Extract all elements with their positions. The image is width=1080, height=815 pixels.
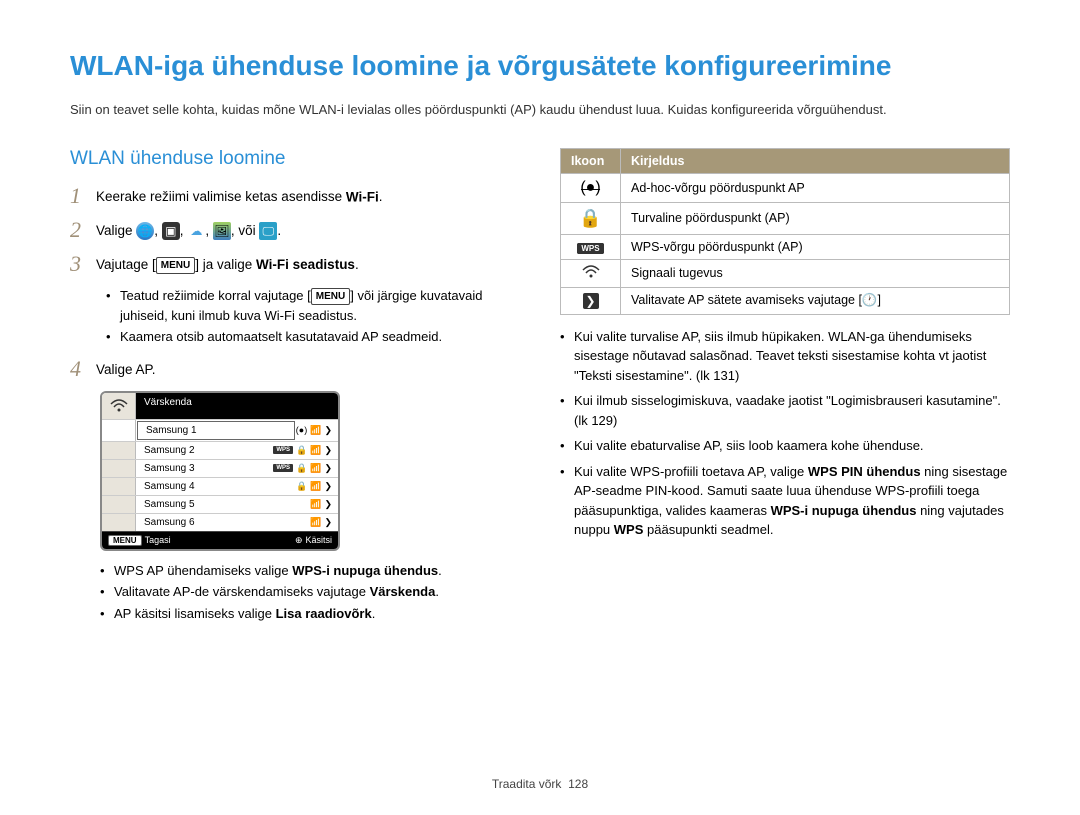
page-footer: Traadita võrk 128 [0, 777, 1080, 791]
icon-description-table: Ikoon Kirjeldus (̶●̶) Ad-hoc-võrgu pöörd… [560, 148, 1010, 315]
step-text: Valige 🌐, ▣, ☁, 🖼, või 🖵. [96, 218, 281, 241]
ap-refresh-label: Värskenda [136, 393, 338, 419]
bullet: Kui valite WPS-profiili toetava AP, vali… [560, 462, 1010, 540]
step-text: Valige AP. [96, 357, 156, 380]
step-3: 3 Vajutage [MENU] ja valige Wi-Fi seadis… [70, 252, 520, 276]
photo-icon: 🖼 [213, 222, 231, 240]
section-heading: WLAN ühenduse loomine [70, 148, 520, 170]
step-number: 2 [70, 218, 96, 242]
right-bullets: Kui valite turvalise AP, siis ilmub hüpi… [560, 327, 1010, 540]
step-text: Vajutage [MENU] ja valige Wi-Fi seadistu… [96, 252, 359, 275]
step-4: 4 Valige AP. [70, 357, 520, 381]
bullet: WPS AP ühendamiseks valige WPS-i nupuga … [100, 561, 520, 581]
chevron-right-icon: ❯ [561, 287, 621, 314]
bullet: Kui ilmub sisselogimiskuva, vaadake jaot… [560, 391, 1010, 430]
screen-icon: ▣ [162, 222, 180, 240]
left-column: WLAN ühenduse loomine 1 Keerake režiimi … [70, 148, 520, 634]
th-kirjeldus: Kirjeldus [621, 148, 1010, 173]
monitor-icon: 🖵 [259, 222, 277, 240]
wifi-signal-icon [102, 393, 136, 419]
menu-button-icon: MENU [311, 288, 350, 305]
ap-row: Samsung 3WPS🔒📶❯ [102, 459, 338, 477]
step-number: 1 [70, 184, 96, 208]
step-1: 1 Keerake režiimi valimise ketas asendis… [70, 184, 520, 208]
ap-row: Samsung 5📶❯ [102, 495, 338, 513]
intro-text: Siin on teavet selle kohta, kuidas mõne … [70, 100, 1010, 120]
bullet: AP käsitsi lisamiseks valige Lisa raadio… [100, 604, 520, 624]
bullet: Kui valite ebaturvalise AP, siis loob ka… [560, 436, 1010, 456]
menu-button-icon: MENU [156, 257, 195, 274]
wifi-label: Wi-Fi [346, 189, 379, 204]
table-cell: Valitavate AP sätete avamiseks vajutage … [621, 287, 1010, 314]
table-cell: Turvaline pöörduspunkt (AP) [621, 202, 1010, 234]
step-2: 2 Valige 🌐, ▣, ☁, 🖼, või 🖵. [70, 218, 520, 242]
th-ikoon: Ikoon [561, 148, 621, 173]
adhoc-icon: (̶●̶) [561, 173, 621, 202]
step-text: Keerake režiimi valimise ketas asendisse… [96, 184, 383, 208]
globe-icon: 🌐 [136, 222, 154, 240]
timer-icon: 🕐 [862, 293, 878, 307]
content-columns: WLAN ühenduse loomine 1 Keerake režiimi … [70, 148, 1010, 634]
bullet: Kui valite turvalise AP, siis ilmub hüpi… [560, 327, 1010, 386]
step-3-bullets: Teatud režiimide korral vajutage [MENU] … [106, 286, 520, 347]
bullet: Valitavate AP-de värskendamiseks vajutag… [100, 582, 520, 602]
ap-list-screenshot: Värskenda Samsung 1(●)📶❯Samsung 2WPS🔒📶❯S… [100, 391, 340, 551]
bullet: Teatud režiimide korral vajutage [MENU] … [106, 286, 520, 325]
lock-icon: 🔒 [561, 202, 621, 234]
table-cell: WPS-võrgu pöörduspunkt (AP) [621, 234, 1010, 259]
menu-badge: MENU [108, 535, 142, 546]
signal-icon [561, 259, 621, 287]
ap-row: Samsung 4🔒📶❯ [102, 477, 338, 495]
wps-icon: WPS [561, 234, 621, 259]
right-column: Ikoon Kirjeldus (̶●̶) Ad-hoc-võrgu pöörd… [560, 148, 1010, 634]
ap-row: Samsung 2WPS🔒📶❯ [102, 441, 338, 459]
step-number: 4 [70, 357, 96, 381]
table-cell: Ad-hoc-võrgu pöörduspunkt AP [621, 173, 1010, 202]
left-bottom-bullets: WPS AP ühendamiseks valige WPS-i nupuga … [100, 561, 520, 624]
table-cell: Signaali tugevus [621, 259, 1010, 287]
ap-footer: MENUTagasi ⊕Käsitsi [102, 531, 338, 549]
ap-row: Samsung 1(●)📶❯ [102, 419, 338, 441]
step-number: 3 [70, 252, 96, 276]
cloud-icon: ☁ [187, 222, 205, 240]
ap-row: Samsung 6📶❯ [102, 513, 338, 531]
bullet: Kaamera otsib automaatselt kasutatavaid … [106, 327, 520, 347]
page-title: WLAN-iga ühenduse loomine ja võrgusätete… [70, 50, 1010, 82]
